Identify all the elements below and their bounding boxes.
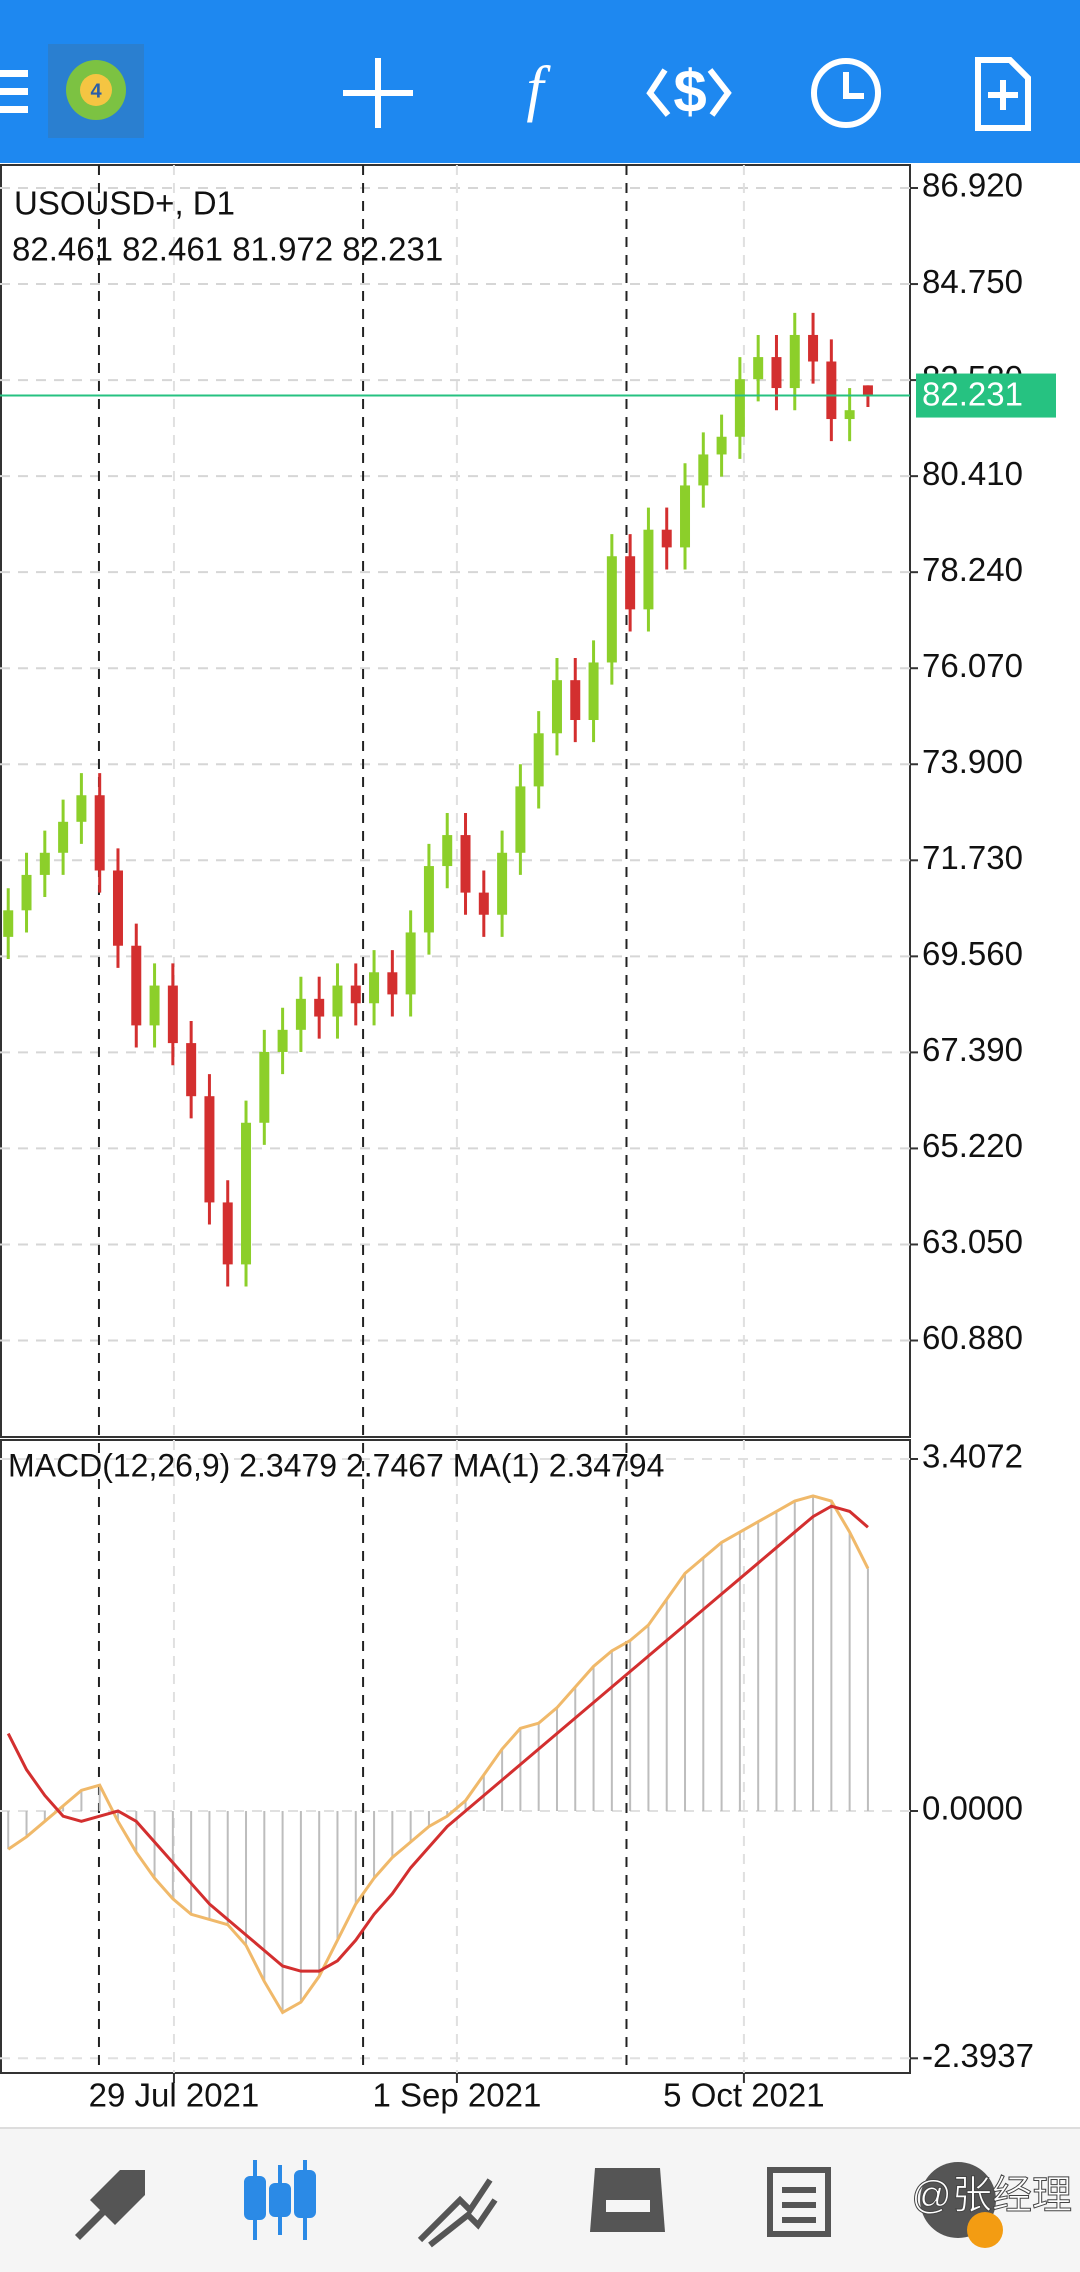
trade-tab[interactable] xyxy=(417,2178,498,2248)
candle-body xyxy=(698,454,709,486)
candle-body xyxy=(497,852,508,915)
candle-body xyxy=(112,870,123,946)
y-tick-label: 84.750 xyxy=(922,263,1023,300)
new-order-button[interactable] xyxy=(975,57,1031,131)
news-tab[interactable] xyxy=(767,2167,831,2237)
candle-body xyxy=(21,874,32,911)
candle-body xyxy=(789,334,800,389)
candle-body xyxy=(405,932,416,995)
badge xyxy=(967,2212,1003,2248)
y-tick-label: 80.410 xyxy=(922,455,1023,492)
candle-body xyxy=(442,835,453,867)
svg-text:$: $ xyxy=(673,58,706,125)
candle-body xyxy=(478,892,489,915)
candle-body xyxy=(204,1096,215,1203)
candle-body xyxy=(222,1202,233,1265)
y-tick-label: 0.0000 xyxy=(922,1790,1023,1827)
candle-body xyxy=(606,556,617,663)
candle-body xyxy=(753,357,764,380)
candle-body xyxy=(680,485,691,548)
candle-body xyxy=(277,1029,288,1052)
candle-body xyxy=(771,357,782,389)
ohlc-label: 82.461 82.461 81.972 82.231 xyxy=(12,231,443,268)
candle-body xyxy=(39,852,50,875)
y-tick-label: 78.240 xyxy=(922,551,1023,588)
quotes-tab[interactable] xyxy=(75,2170,145,2240)
app-logo[interactable]: 4 xyxy=(48,44,144,138)
candle-body xyxy=(314,998,325,1017)
candle-body xyxy=(332,985,343,1017)
candle-body xyxy=(423,866,434,933)
candle-body xyxy=(716,436,727,455)
chart-tab[interactable] xyxy=(244,2160,316,2240)
candle-body xyxy=(76,795,87,822)
candle-body xyxy=(3,910,14,937)
y-tick-label: 67.390 xyxy=(922,1031,1023,1068)
menu-button[interactable] xyxy=(0,70,28,113)
macd-line xyxy=(7,1494,870,2015)
chart-title: USOUSD+, D1 xyxy=(14,185,235,222)
candle-body xyxy=(186,1043,197,1097)
candle-body xyxy=(149,985,160,1026)
candle-body xyxy=(387,972,398,995)
y-tick-label: 71.730 xyxy=(922,839,1023,876)
candle-body xyxy=(625,556,636,610)
candle-body xyxy=(643,529,654,610)
bottom-toolbar: @张经理 xyxy=(0,2127,1080,2272)
candle-body xyxy=(588,662,599,721)
svg-text:4: 4 xyxy=(90,80,102,102)
candle-body xyxy=(826,361,837,420)
candle-body xyxy=(844,410,855,420)
candle-body xyxy=(515,786,526,853)
y-tick-label: 65.220 xyxy=(922,1127,1023,1164)
y-tick-label: 3.4072 xyxy=(922,1438,1023,1475)
marks xyxy=(3,312,873,2015)
candle-body xyxy=(295,998,306,1030)
x-tick-label: 1 Sep 2021 xyxy=(373,2077,542,2114)
candle-body xyxy=(661,529,672,548)
crosshair-button[interactable] xyxy=(343,58,413,128)
candle-body xyxy=(734,379,745,437)
macd-pane-frame xyxy=(0,1439,911,2074)
candle-body xyxy=(570,680,581,721)
signal-line xyxy=(6,1504,869,1973)
candle-body xyxy=(259,1051,270,1123)
candle-body xyxy=(369,972,380,1004)
candle-body xyxy=(862,385,873,396)
toolbar-bg xyxy=(0,0,1080,163)
x-tick-label: 5 Oct 2021 xyxy=(663,2077,824,2114)
y-tick-label: 73.900 xyxy=(922,743,1023,780)
trade-button[interactable]: $ xyxy=(646,58,732,125)
y-tick-label: 63.050 xyxy=(922,1223,1023,1260)
y-tick-label: 69.560 xyxy=(922,935,1023,972)
candle-body xyxy=(533,733,544,787)
candle-body xyxy=(551,680,562,734)
candle-body xyxy=(350,985,361,1004)
y-tick-label: 60.880 xyxy=(922,1319,1023,1356)
candle-body xyxy=(58,821,69,853)
last-price-box xyxy=(916,373,1056,418)
candle-body xyxy=(167,985,178,1044)
candle-body xyxy=(131,945,142,1026)
last-price-label: 82.231 xyxy=(922,375,1023,412)
candle-body xyxy=(241,1122,252,1265)
history-tab[interactable] xyxy=(590,2168,665,2232)
candle-body xyxy=(460,835,471,893)
y-tick-label: 76.070 xyxy=(922,647,1023,684)
watermark: @张经理 xyxy=(911,2174,1072,2218)
price-pane-frame xyxy=(0,164,911,1438)
candle-body xyxy=(808,334,819,362)
y-tick-label: 86.920 xyxy=(922,167,1023,204)
bottom-bar-bg xyxy=(0,2128,1080,2272)
candle-body xyxy=(94,795,105,871)
top-toolbar: 4 f $ xyxy=(0,0,1080,163)
macd-title: MACD(12,26,9) 2.3479 2.7467 MA(1) 2.3479… xyxy=(8,1447,664,1483)
timeframe-button[interactable] xyxy=(811,58,881,128)
x-tick-label: 29 Jul 2021 xyxy=(89,2077,260,2114)
y-tick-label: -2.3937 xyxy=(922,2037,1034,2074)
